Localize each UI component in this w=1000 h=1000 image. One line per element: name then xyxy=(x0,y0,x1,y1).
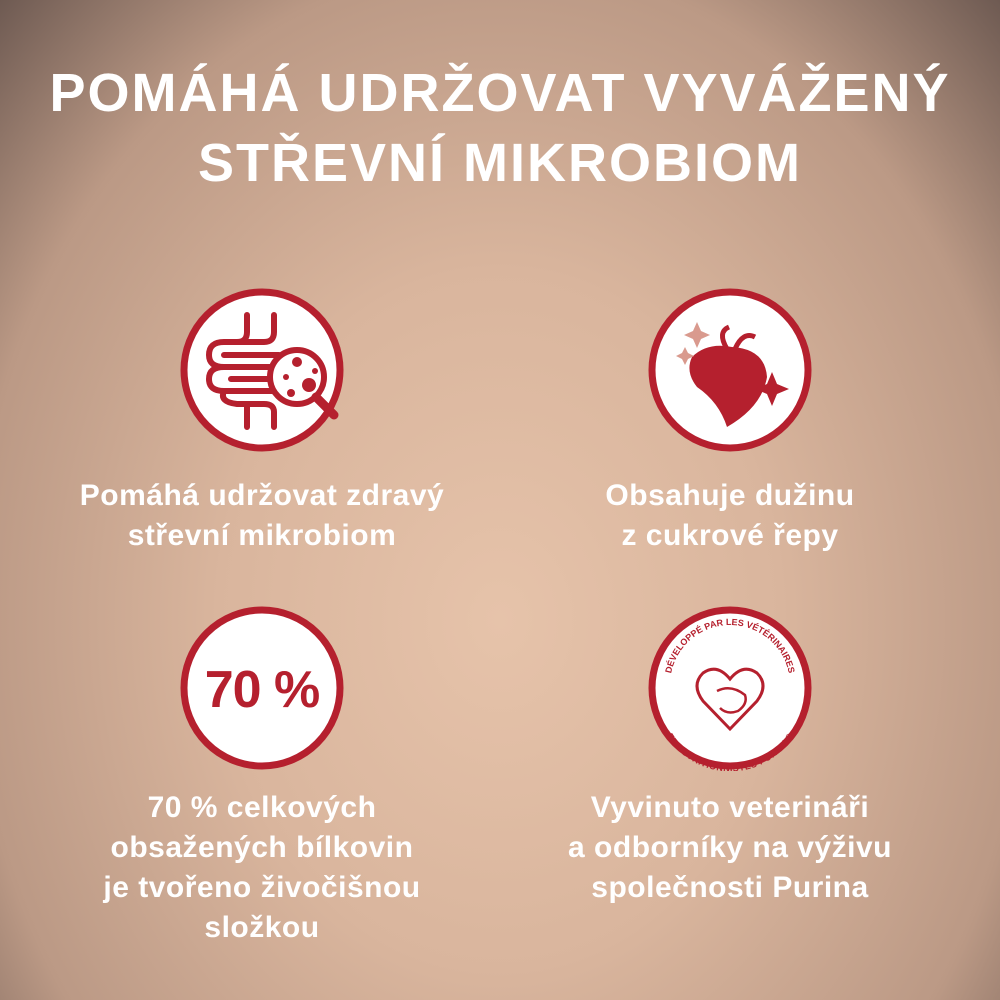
intestine-magnifier-icon xyxy=(180,288,344,452)
feature-caption-protein: 70 % celkových obsažených bílkovin je tv… xyxy=(103,791,421,944)
feature-caption-beet: Obsahuje dužinu z cukrové řepy xyxy=(605,479,855,552)
page-title-line-2: STŘEVNÍ MIKROBIOM xyxy=(197,133,802,193)
vet-heart-seal-icon: DÉVELOPPÉ PAR LES VÉTÉRINAIRES ET NUTRIT… xyxy=(648,606,812,771)
feature-caption-vets: Vyvinuto veterináři a odborníky na výživ… xyxy=(568,791,892,904)
feature-caption-microbiome: Pomáhá udržovat zdravý střevní mikrobiom xyxy=(79,479,445,552)
page-title-line-1: POMÁHÁ UDRŽOVAT VYVÁŽENÝ xyxy=(49,63,951,123)
percent-badge-icon: 70 % xyxy=(180,606,344,770)
percent-badge-text: 70 % xyxy=(205,661,320,719)
sugar-beet-icon xyxy=(648,288,812,452)
page-title: POMÁHÁ UDRŽOVAT VYVÁŽENÝ STŘEVNÍ MIKROBI… xyxy=(0,58,1000,198)
